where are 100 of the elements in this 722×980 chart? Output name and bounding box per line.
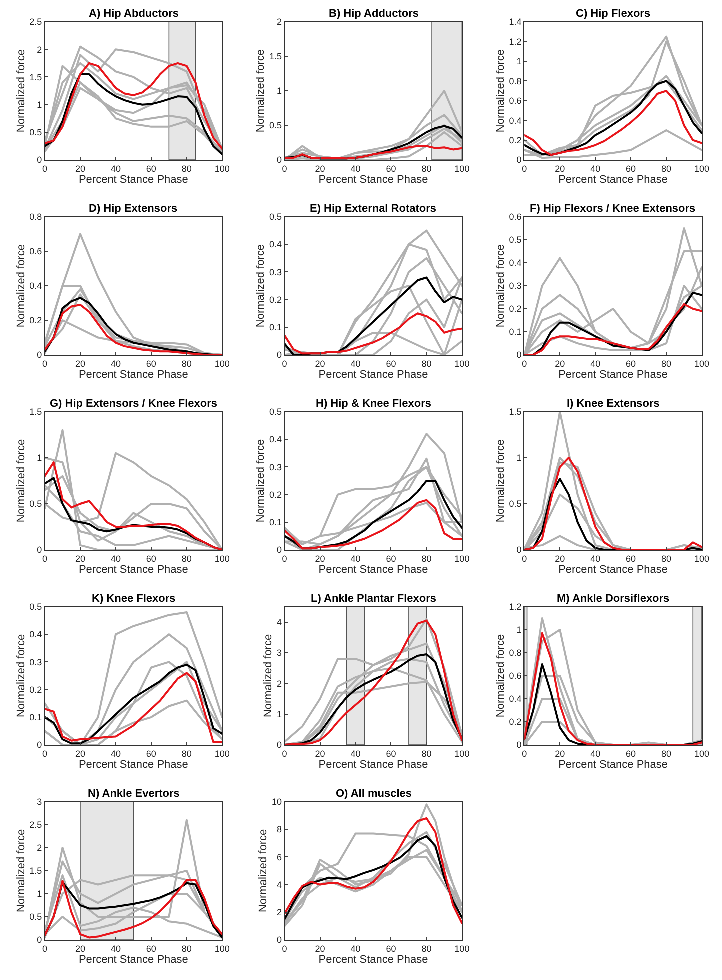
x-tick-label: 60 <box>386 554 396 564</box>
y-tick-label: 0 <box>276 740 282 750</box>
chart-title: N) Ankle Evertors <box>88 788 180 800</box>
y-axis-title: Normalized force <box>255 439 268 523</box>
x-tick-label: 20 <box>75 554 86 564</box>
y-tick-label: 0.6 <box>509 96 522 106</box>
x-tick-label: 60 <box>386 748 396 759</box>
y-axis-title: Normalized force <box>15 634 28 718</box>
x-tick-label: 80 <box>662 358 672 369</box>
x-tick-label: 80 <box>662 554 672 564</box>
y-tick-label: 1.5 <box>30 866 42 876</box>
y-axis-title: Normalized force <box>494 244 507 328</box>
x-axis-title: Percent Stance Phase <box>78 954 188 966</box>
y-tick-label: 0.6 <box>30 246 42 257</box>
x-tick-label: 20 <box>75 748 86 759</box>
x-tick-label: 80 <box>422 358 432 369</box>
x-tick-label: 20 <box>75 358 86 369</box>
chart-title: D) Hip Extensors <box>89 203 178 215</box>
x-tick-label: 20 <box>315 164 326 174</box>
x-axis-title: Percent Stance Phase <box>558 174 668 186</box>
x-tick-label: 80 <box>662 164 672 174</box>
y-tick-label: 0 <box>276 350 282 360</box>
x-tick-label: 80 <box>182 358 192 369</box>
y-tick-label: 1.4 <box>509 17 522 28</box>
y-axis-title: Normalized force <box>15 49 28 133</box>
y-tick-label: 0.8 <box>30 212 42 222</box>
x-tick-label: 40 <box>590 164 601 174</box>
chart-title: M) Ankle Dorsiflexors <box>557 593 670 605</box>
x-tick-label: 60 <box>146 944 156 954</box>
y-axis-title: Normalized force <box>255 49 268 133</box>
x-tick-label: 20 <box>315 748 326 759</box>
x-tick-label: 80 <box>422 554 432 564</box>
x-tick-label: 60 <box>146 358 156 369</box>
y-axis-title: Normalized force <box>494 439 507 523</box>
y-tick-label: 0.3 <box>269 462 282 472</box>
x-tick-label: 80 <box>422 748 432 759</box>
y-axis-title: Normalized force <box>258 829 270 913</box>
x-tick-label: 60 <box>626 554 636 564</box>
y-tick-label: 0.4 <box>509 116 522 126</box>
y-tick-label: 4 <box>276 880 282 890</box>
x-tick-label: 40 <box>110 164 121 174</box>
x-tick-label: 40 <box>350 358 361 369</box>
y-tick-label: 0 <box>276 935 282 946</box>
x-axis-title: Percent Stance Phase <box>78 369 188 382</box>
x-tick-label: 20 <box>555 748 566 759</box>
x-axis-title: Percent Stance Phase <box>78 759 188 772</box>
y-tick-label: 2 <box>276 908 282 918</box>
x-tick-label: 100 <box>694 164 710 174</box>
y-tick-label: 0.8 <box>509 648 522 658</box>
y-tick-label: 0.5 <box>30 128 42 138</box>
y-tick-label: 2 <box>37 44 42 55</box>
y-tick-label: 1.5 <box>509 407 522 418</box>
x-tick-label: 80 <box>422 164 432 174</box>
x-tick-label: 100 <box>214 748 230 759</box>
y-tick-label: 1 <box>37 100 42 110</box>
x-tick-label: 100 <box>454 164 470 174</box>
y-tick-label: 1 <box>37 889 42 900</box>
x-tick-label: 40 <box>350 944 361 954</box>
y-tick-label: 1.5 <box>269 52 282 62</box>
x-axis-title: Percent Stance Phase <box>318 369 428 382</box>
y-tick-label: 6 <box>276 852 282 862</box>
y-tick-label: 0.3 <box>30 657 42 668</box>
y-tick-label: 0.1 <box>269 518 282 528</box>
x-tick-label: 20 <box>75 164 86 174</box>
chart-title: B) Hip Adductors <box>329 8 420 20</box>
y-tick-label: 0.5 <box>269 212 282 222</box>
y-tick-label: 1.5 <box>30 407 42 418</box>
y-tick-label: 0 <box>516 740 522 750</box>
x-tick-label: 40 <box>110 944 121 954</box>
y-tick-label: 0.3 <box>269 267 282 278</box>
x-tick-label: 40 <box>350 164 361 174</box>
x-axis-title: Percent Stance Phase <box>78 174 188 186</box>
y-tick-label: 0.2 <box>269 294 282 305</box>
x-tick-label: 60 <box>386 358 396 369</box>
y-tick-label: 0.2 <box>30 316 42 326</box>
x-axis-title: Percent Stance Phase <box>318 759 428 772</box>
y-tick-label: 3 <box>37 797 42 808</box>
y-tick-label: 1.2 <box>509 602 522 612</box>
y-tick-label: 0.5 <box>269 407 282 418</box>
y-tick-label: 0.1 <box>509 327 522 338</box>
y-axis-title: Normalized force <box>494 634 507 718</box>
x-tick-label: 60 <box>626 164 636 174</box>
y-tick-label: 1 <box>516 625 522 636</box>
x-axis-title: Percent Stance Phase <box>558 759 668 772</box>
x-axis-title: Percent Stance Phase <box>318 954 428 966</box>
y-tick-label: 0.2 <box>509 304 522 314</box>
chart-title: E) Hip External Rotators <box>310 203 437 215</box>
x-tick-label: 100 <box>214 944 230 954</box>
chart-title: F) Hip Flexors / Knee Extensors <box>530 203 696 215</box>
x-tick-label: 80 <box>182 748 192 759</box>
y-tick-label: 2 <box>276 17 282 28</box>
y-tick-label: 0.4 <box>30 630 42 640</box>
x-axis-title: Percent Stance Phase <box>558 369 668 382</box>
x-axis-title: Percent Stance Phase <box>318 564 428 576</box>
y-axis-title: Normalized force <box>15 439 28 523</box>
x-tick-label: 100 <box>454 944 470 954</box>
y-tick-label: 0.1 <box>30 712 42 723</box>
y-tick-label: 0.6 <box>509 212 522 222</box>
x-axis-title: Percent Stance Phase <box>78 564 188 576</box>
x-tick-label: 40 <box>590 358 601 369</box>
